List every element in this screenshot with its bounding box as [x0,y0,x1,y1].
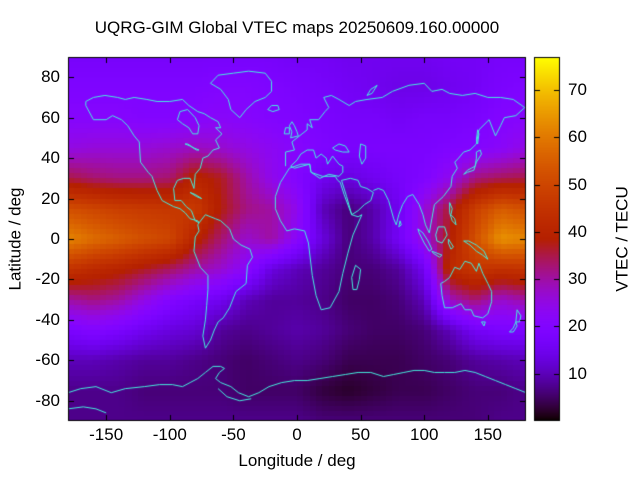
y-tick-label: 60 [41,107,60,127]
y-tick-label: 40 [41,148,60,168]
x-tick-label: -50 [221,425,246,444]
x-tick-label: -150 [89,425,124,444]
plot-title: UQRG-GIM Global VTEC maps 20250609.160.0… [94,18,500,37]
x-tick-label: -100 [152,425,187,444]
colorbar-tick-label: 40 [568,221,587,241]
y-tick-label: -20 [35,269,60,289]
x-tick-label: 0 [292,425,302,444]
x-tick-label: 150 [473,425,503,444]
colorbar-tick-label: 30 [568,269,587,289]
colorbar-label: VTEC / TECU [612,186,632,292]
colorbar-tick-label: 50 [568,174,587,194]
colorbar-tick-label: 10 [568,363,587,383]
y-tick-label: -40 [35,309,60,329]
colorbar-tick-label: 70 [568,80,587,100]
y-tick-label: -80 [35,390,60,410]
x-tick-label: 100 [410,425,439,444]
x-axis-label: Longitude / deg [238,451,356,470]
y-tick-label: 0 [50,229,60,248]
colorbar-tick-label: 60 [568,127,587,147]
colorbar-tick-label: 20 [568,316,587,336]
x-tick-label: 50 [351,425,371,444]
y-tick-label: 80 [41,67,60,87]
y-tick-label: 20 [41,188,60,208]
y-tick-label: -60 [35,350,60,370]
